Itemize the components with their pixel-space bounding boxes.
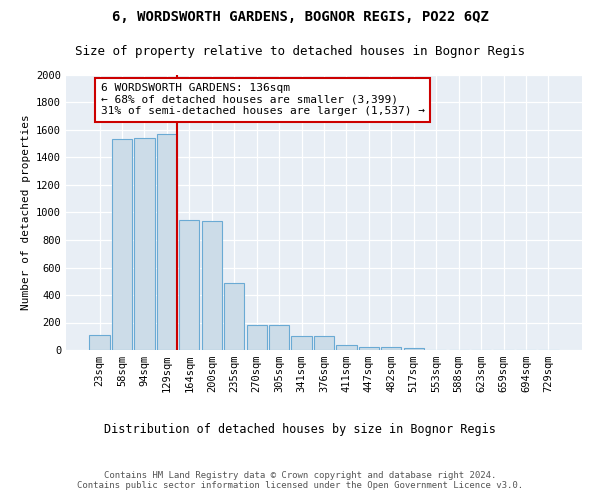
Text: 6 WORDSWORTH GARDENS: 136sqm
← 68% of detached houses are smaller (3,399)
31% of: 6 WORDSWORTH GARDENS: 136sqm ← 68% of de… <box>101 83 425 116</box>
Text: Size of property relative to detached houses in Bognor Regis: Size of property relative to detached ho… <box>75 45 525 58</box>
Bar <box>359 346 379 350</box>
Text: 6, WORDSWORTH GARDENS, BOGNOR REGIS, PO22 6QZ: 6, WORDSWORTH GARDENS, BOGNOR REGIS, PO2… <box>112 10 488 24</box>
Bar <box>157 134 177 350</box>
Text: Distribution of detached houses by size in Bognor Regis: Distribution of detached houses by size … <box>104 422 496 436</box>
Bar <box>314 336 334 350</box>
Bar <box>337 344 356 350</box>
Bar <box>292 336 311 350</box>
Bar <box>202 221 222 350</box>
Bar <box>247 325 267 350</box>
Bar <box>381 347 401 350</box>
Y-axis label: Number of detached properties: Number of detached properties <box>20 114 31 310</box>
Bar <box>179 220 199 350</box>
Bar <box>112 139 132 350</box>
Text: Contains HM Land Registry data © Crown copyright and database right 2024.
Contai: Contains HM Land Registry data © Crown c… <box>77 470 523 490</box>
Bar <box>89 335 110 350</box>
Bar <box>269 325 289 350</box>
Bar <box>134 138 155 350</box>
Bar <box>404 348 424 350</box>
Bar <box>224 282 244 350</box>
